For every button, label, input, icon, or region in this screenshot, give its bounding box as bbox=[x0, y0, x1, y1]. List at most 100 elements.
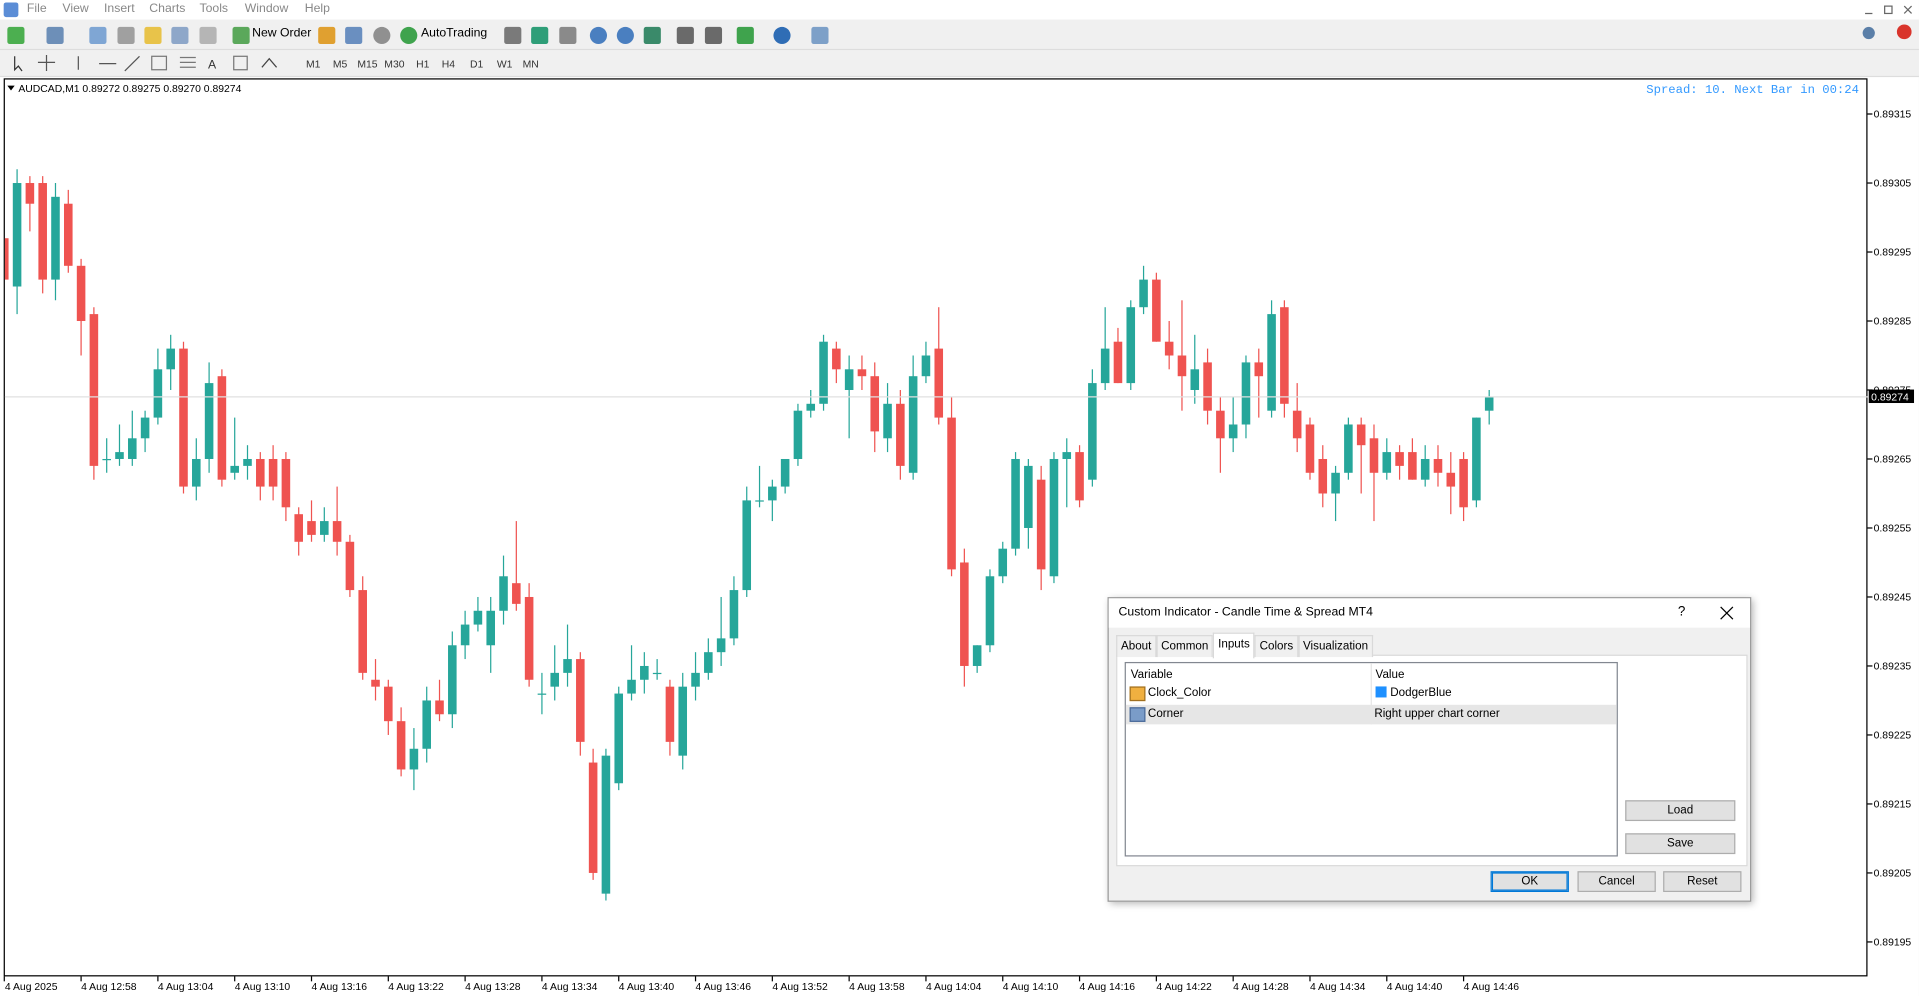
autotrading-button[interactable]: AutoTrading bbox=[420, 26, 488, 41]
search-icon[interactable] bbox=[1862, 26, 1875, 40]
candle-body bbox=[627, 679, 636, 694]
candle-body bbox=[819, 341, 828, 404]
menu-item[interactable]: Insert bbox=[104, 2, 135, 16]
zoom-out-icon[interactable] bbox=[616, 26, 634, 45]
candle-body bbox=[1228, 424, 1238, 439]
menu-item[interactable]: View bbox=[62, 2, 89, 16]
candle-body bbox=[460, 624, 470, 646]
selected-row[interactable] bbox=[1125, 704, 1617, 725]
candle-body bbox=[1190, 369, 1200, 390]
x-tick-label: 4 Aug 14:34 bbox=[1310, 982, 1366, 993]
timeframe-button[interactable]: MN bbox=[522, 57, 539, 70]
candle-body bbox=[268, 458, 278, 487]
drawing-tools[interactable]: A bbox=[5, 53, 294, 74]
candle-body bbox=[76, 265, 86, 322]
autotrading-icon[interactable] bbox=[400, 26, 418, 45]
tile-icon[interactable] bbox=[643, 26, 661, 45]
candle-body bbox=[601, 755, 611, 894]
candle-body bbox=[665, 686, 675, 742]
new-chart-icon[interactable] bbox=[7, 26, 25, 45]
candle-body bbox=[806, 403, 816, 411]
timeframe-button[interactable]: M5 bbox=[332, 57, 348, 70]
timeframe-button[interactable]: M15 bbox=[357, 57, 378, 70]
dialog-tab[interactable]: About bbox=[1116, 635, 1157, 658]
candle-body bbox=[883, 403, 892, 439]
dialog-tab[interactable]: Inputs bbox=[1213, 632, 1255, 659]
load-button[interactable]: Load bbox=[1625, 800, 1736, 822]
close-button[interactable] bbox=[1719, 606, 1734, 621]
reset-button[interactable]: Reset bbox=[1663, 871, 1742, 893]
zoom-in-icon[interactable] bbox=[589, 26, 608, 45]
candle-body bbox=[1408, 452, 1417, 480]
menu-item[interactable]: File bbox=[26, 2, 47, 16]
data-window-icon[interactable] bbox=[117, 26, 135, 45]
indicators-icon[interactable] bbox=[736, 26, 754, 45]
help-button[interactable]: ? bbox=[1677, 604, 1686, 620]
candle-body bbox=[1139, 279, 1148, 308]
menu-item[interactable]: Charts bbox=[149, 2, 186, 16]
market-watch-icon[interactable] bbox=[89, 26, 107, 45]
signals-icon[interactable] bbox=[345, 26, 363, 45]
x-tick-label: 4 Aug 14:40 bbox=[1387, 982, 1443, 993]
candle-body bbox=[614, 693, 624, 784]
x-tick-label: 4 Aug 14:22 bbox=[1156, 982, 1212, 993]
x-tick-label: 4 Aug 14:28 bbox=[1233, 982, 1289, 993]
autoscroll-icon[interactable] bbox=[676, 26, 694, 45]
y-tick-label: 0.89205 bbox=[1874, 869, 1912, 880]
menu-item[interactable]: Help bbox=[304, 2, 330, 16]
candle-chart-icon[interactable] bbox=[531, 26, 549, 45]
shift-icon[interactable] bbox=[704, 26, 723, 45]
dialog-tab[interactable]: Common bbox=[1156, 635, 1214, 658]
candle-body bbox=[128, 438, 137, 459]
timeframe-button[interactable]: D1 bbox=[469, 57, 484, 70]
timeframe-button[interactable]: W1 bbox=[496, 57, 513, 70]
candle-body bbox=[1472, 417, 1481, 501]
candle-body bbox=[1241, 362, 1251, 425]
templates-icon[interactable] bbox=[811, 26, 829, 45]
cancel-button[interactable]: Cancel bbox=[1577, 871, 1656, 893]
candle-body bbox=[742, 500, 752, 591]
periods-icon[interactable] bbox=[773, 26, 791, 45]
timeframe-button[interactable]: H1 bbox=[416, 57, 430, 70]
bar-chart-icon[interactable] bbox=[504, 26, 522, 45]
candle-body bbox=[422, 700, 431, 749]
candles bbox=[4, 169, 1494, 901]
dialog-tab[interactable]: Colors bbox=[1254, 635, 1299, 658]
x-tick-label: 4 Aug 13:34 bbox=[542, 982, 598, 993]
variable-value[interactable]: DodgerBlue bbox=[1390, 686, 1452, 700]
save-button[interactable]: Save bbox=[1625, 833, 1736, 855]
menu-item[interactable]: Window bbox=[244, 2, 289, 16]
new-order-button[interactable]: New Order bbox=[252, 26, 312, 41]
candle-body bbox=[179, 348, 188, 487]
window-controls[interactable] bbox=[1860, 2, 1916, 17]
line-chart-icon[interactable] bbox=[559, 26, 577, 45]
navigator-icon[interactable] bbox=[144, 26, 162, 45]
candle-body bbox=[1049, 458, 1059, 577]
timeframe-button[interactable]: M1 bbox=[305, 57, 321, 70]
candle-body bbox=[857, 369, 867, 377]
candle-body bbox=[947, 417, 956, 570]
terminal-icon[interactable] bbox=[171, 26, 189, 45]
candle-body bbox=[768, 486, 777, 501]
candle-body bbox=[153, 369, 163, 418]
candle-body bbox=[1062, 452, 1072, 459]
menu-item[interactable]: Tools bbox=[199, 2, 229, 16]
candle-body bbox=[115, 452, 124, 459]
candle-body bbox=[588, 762, 598, 873]
x-tick-label: 4 Aug 13:46 bbox=[696, 982, 752, 993]
new-order-icon[interactable] bbox=[232, 26, 250, 45]
tester-icon[interactable] bbox=[199, 26, 217, 45]
candle-body bbox=[320, 521, 329, 535]
profiles-icon[interactable] bbox=[46, 26, 64, 45]
timeframe-button[interactable]: M30 bbox=[384, 57, 405, 70]
variable-value[interactable]: Right upper chart corner bbox=[1374, 707, 1500, 721]
metaeditor-icon[interactable] bbox=[318, 26, 336, 45]
market-icon[interactable] bbox=[373, 26, 391, 45]
candle-body bbox=[435, 700, 444, 715]
notification-icon[interactable] bbox=[1896, 24, 1912, 40]
timeframe-button[interactable]: H4 bbox=[441, 57, 456, 70]
candle-body bbox=[960, 562, 969, 666]
candle-body bbox=[332, 521, 342, 542]
dialog-tab[interactable]: Visualization bbox=[1298, 635, 1373, 658]
ok-button[interactable]: OK bbox=[1490, 871, 1569, 893]
